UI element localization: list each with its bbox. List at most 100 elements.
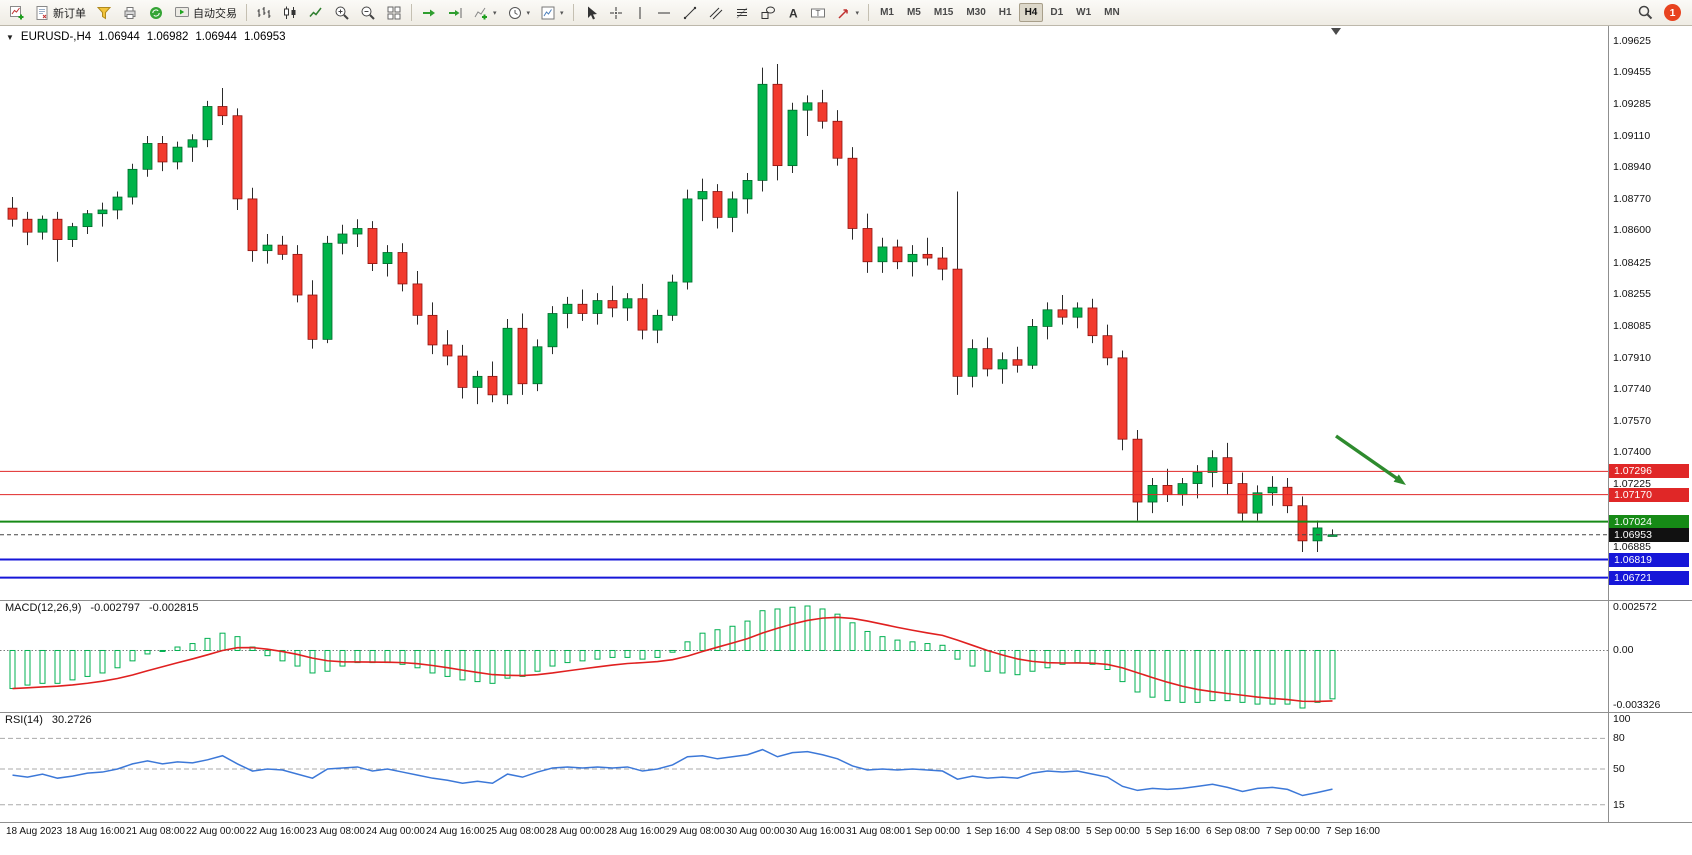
line-chart-button[interactable] [304, 2, 328, 23]
candle-body [1297, 505, 1308, 542]
candle-body [712, 191, 723, 218]
macd-histogram-bar [1014, 649, 1021, 676]
svg-text:A: A [789, 6, 798, 20]
one-click-trading-toggle-icon[interactable]: ▼ [6, 32, 14, 42]
autotrade-button[interactable]: 自动交易 [170, 2, 241, 23]
macd-histogram-bar [459, 649, 466, 681]
candle-body [82, 213, 93, 228]
candle-body [547, 313, 558, 348]
chart-header: ▼ EURUSD-,H4 1.06944 1.06982 1.06944 1.0… [6, 31, 286, 43]
periods-button[interactable]: ▾ [503, 2, 535, 23]
candlestick-chart-button[interactable] [278, 2, 302, 23]
macd-name: MACD(12,26,9) [5, 602, 82, 614]
templates-button[interactable]: ▾ [536, 2, 568, 23]
timeframe-d1[interactable]: D1 [1050, 7, 1064, 18]
macd-histogram-bar [774, 608, 781, 651]
time-axis-label: 6 Sep 08:00 [1206, 826, 1260, 837]
chart-plus-icon [10, 5, 24, 19]
trendline-button[interactable] [678, 2, 702, 23]
crosshair-icon [609, 6, 622, 19]
arrows-button[interactable]: ▾ [832, 2, 864, 23]
candle-body [1267, 486, 1278, 494]
indicators-button[interactable]: ▾ [469, 2, 501, 23]
panel-separator[interactable] [0, 600, 1692, 601]
candle-body [1132, 438, 1143, 503]
text-icon: A [789, 6, 798, 20]
candle-body [1207, 457, 1218, 473]
candle-body [367, 228, 378, 264]
candle-body [937, 257, 948, 270]
macd-histogram-bar [1209, 649, 1216, 702]
time-axis-label: 30 Aug 00:00 [726, 826, 785, 837]
zoom-in-button[interactable] [330, 2, 354, 23]
candle-body [487, 375, 498, 396]
panel-separator[interactable] [0, 712, 1692, 713]
timeframe-m30[interactable]: M30 [966, 7, 986, 18]
price-axis-tick: 1.08255 [1613, 288, 1651, 301]
horizontal-line-icon [657, 12, 670, 13]
cursor-button[interactable] [579, 2, 602, 23]
search-icon[interactable] [1637, 4, 1654, 21]
macd-histogram-bar [804, 605, 811, 651]
toolbar-separator [572, 4, 574, 21]
time-axis-label: 23 Aug 08:00 [306, 826, 365, 837]
macd-histogram-bar [204, 637, 211, 651]
fibonacci-button[interactable] [730, 2, 754, 23]
zoom-out-button[interactable] [356, 2, 380, 23]
timeframe-m1[interactable]: M1 [880, 7, 894, 18]
macd-histogram-bar [564, 649, 571, 664]
timeframe-h1[interactable]: H1 [998, 7, 1012, 18]
notification-badge[interactable]: 1 [1664, 4, 1681, 21]
candle-body [52, 218, 63, 240]
label-button[interactable]: T [806, 2, 830, 23]
print-button[interactable] [118, 2, 142, 23]
indicators-icon [474, 7, 487, 19]
order-form-icon [36, 5, 48, 20]
chart-shift-button[interactable] [443, 2, 467, 23]
shapes-button[interactable] [756, 2, 780, 23]
vertical-line-button[interactable] [630, 2, 650, 23]
macd-histogram-bar [1269, 649, 1276, 705]
svg-text:T: T [815, 8, 820, 17]
cursor-icon [587, 6, 597, 19]
time-axis-label: 22 Aug 16:00 [246, 826, 305, 837]
candle-body [292, 253, 303, 296]
horizontal-line-button[interactable] [652, 2, 676, 23]
timeframe-w1[interactable]: W1 [1076, 7, 1092, 18]
price-axis-separator [1608, 26, 1609, 822]
macd-histogram-bar [9, 649, 16, 690]
community-button[interactable] [144, 2, 168, 23]
macd-histogram-bar [1149, 649, 1156, 698]
candle-body [397, 252, 408, 285]
macd-histogram-bar [294, 649, 301, 667]
price-tag-1.07024: 1.07024 [1609, 514, 1689, 529]
channel-icon [709, 7, 722, 19]
bar-chart-button[interactable] [252, 2, 276, 23]
funnel-button[interactable] [92, 2, 116, 23]
new-chart-button[interactable] [5, 2, 29, 23]
text-button[interactable]: A [782, 2, 804, 23]
rsi-line [12, 748, 1333, 797]
timeframe-m15[interactable]: M15 [933, 7, 954, 18]
new-order-button[interactable]: 新订单 [31, 2, 90, 23]
macd-histogram-bar [819, 608, 826, 651]
candle-body [262, 244, 273, 252]
time-axis-label: 24 Aug 16:00 [426, 826, 485, 837]
candle-body [307, 294, 318, 340]
channel-button[interactable] [704, 2, 728, 23]
crosshair-button[interactable] [604, 2, 628, 23]
tile-windows-button[interactable] [382, 2, 406, 23]
auto-scroll-button[interactable] [417, 2, 441, 23]
chart-shift-marker[interactable] [1331, 28, 1341, 35]
rsi-scale-50: 50 [1613, 763, 1625, 775]
timeframe-m5[interactable]: M5 [906, 7, 921, 18]
macd-scale-max: 0.002572 [1613, 601, 1657, 613]
ohlc-bars-icon [257, 6, 271, 18]
timeframe-h4[interactable]: H4 [1018, 3, 1044, 22]
macd-histogram-bar [894, 639, 901, 651]
macd-histogram-bar [489, 649, 496, 684]
timeframe-mn[interactable]: MN [1104, 7, 1120, 18]
chart-shift-icon [449, 7, 462, 18]
chevron-down-icon: ▾ [493, 9, 497, 17]
